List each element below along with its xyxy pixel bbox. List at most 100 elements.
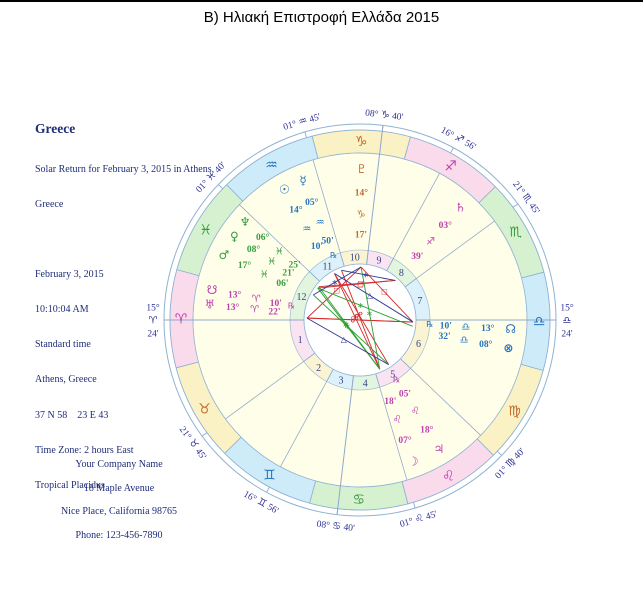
aspect-glyph-opposition: ☍ bbox=[351, 312, 359, 321]
house-number-8: 8 bbox=[399, 268, 404, 279]
aspect-glyph-square: □ bbox=[381, 288, 388, 296]
company-phone: Phone: 123-456-7890 bbox=[75, 529, 163, 541]
aspect-glyph-quincunx: ∗ bbox=[343, 320, 350, 329]
aspect-glyph-trine: △ bbox=[367, 291, 374, 300]
info-line: Solar Return for February 3, 2015 in Ath… bbox=[35, 163, 215, 175]
svg-text:10': 10' bbox=[440, 321, 452, 331]
planet-jupiter: ♃18°♌05'℞ bbox=[393, 375, 444, 455]
sign-aquarius-icon: ♒ bbox=[265, 157, 278, 173]
aspect-mars-jupiter bbox=[313, 294, 389, 365]
planet-sun: ☉14°♒10' bbox=[279, 183, 323, 252]
svg-text:♒: ♒ bbox=[316, 217, 325, 228]
house-number-12: 12 bbox=[297, 292, 307, 303]
sign-cancer-icon: ♋ bbox=[352, 492, 365, 508]
north-node-retrograde-icon: ℞ bbox=[426, 320, 433, 329]
house-number-6: 6 bbox=[416, 339, 421, 350]
house-cusp-lines bbox=[164, 125, 556, 515]
svg-text:15°: 15° bbox=[560, 302, 574, 313]
info-line: 10:10:04 AM bbox=[35, 304, 89, 316]
svg-text:06°: 06° bbox=[256, 232, 270, 243]
svg-text:♈: ♈ bbox=[252, 294, 261, 305]
planet-mercury: ☿ 05° ♒ 50' ℞ bbox=[299, 173, 337, 260]
svg-text:♎: ♎ bbox=[460, 335, 469, 346]
cusp-label-11: 01° ♒ 45' bbox=[282, 111, 322, 132]
svg-text:08°: 08° bbox=[247, 244, 261, 255]
planet-venus: ♀ 08° ♓ 21' bbox=[230, 229, 295, 278]
sign-taurus-icon: ♉ bbox=[198, 401, 211, 417]
cusp-line-12 bbox=[239, 204, 320, 282]
svg-text:14°: 14° bbox=[355, 187, 369, 198]
jupiter-icon: ♃ bbox=[433, 442, 444, 456]
aspect-glyph-quincunx: ∗ bbox=[344, 322, 351, 331]
sign-gemini-icon: ♊ bbox=[263, 467, 276, 483]
cusp-label-10: 08° ♑ 40' bbox=[365, 108, 405, 123]
info-line: Athens, Greece bbox=[35, 374, 97, 386]
chart-subject-name: Greece bbox=[35, 121, 76, 137]
sign-virgo-icon: ♍ bbox=[508, 403, 521, 419]
cusp-line-10 bbox=[366, 125, 384, 265]
chart-info-block: Greece Solar Return for February 3, 2015… bbox=[35, 99, 214, 515]
cusp-line-6 bbox=[400, 358, 481, 436]
saturn-icon: ♄ bbox=[455, 201, 466, 215]
cusp-label-1: 15° ♈ 24' bbox=[146, 302, 160, 339]
mercury-icon: ☿ bbox=[299, 173, 306, 187]
sun-icon: ☉ bbox=[279, 183, 290, 197]
svg-text:♈: ♈ bbox=[250, 305, 259, 316]
svg-text:♑: ♑ bbox=[357, 210, 366, 221]
svg-text:♌: ♌ bbox=[411, 406, 420, 417]
house-number-10: 10 bbox=[350, 253, 360, 264]
svg-text:♎: ♎ bbox=[563, 316, 572, 327]
planet-uranus: ♅ 13° ♈ 22' bbox=[204, 298, 280, 318]
cusp-line-8 bbox=[404, 220, 495, 288]
mercury-retrograde-icon: ℞ bbox=[330, 251, 337, 260]
house-number-4: 4 bbox=[363, 378, 368, 389]
company-street: 18 Maple Avenue bbox=[83, 482, 155, 494]
sign-pisces-icon: ♓ bbox=[199, 222, 212, 238]
svg-text:06': 06' bbox=[276, 279, 288, 289]
svg-text:♐: ♐ bbox=[426, 236, 435, 247]
svg-text:25': 25' bbox=[289, 260, 301, 270]
house-number-11: 11 bbox=[322, 262, 332, 273]
info-line: 37 N 58 23 E 43 bbox=[35, 409, 109, 421]
svg-text:♓: ♓ bbox=[260, 270, 269, 281]
svg-text:24': 24' bbox=[561, 329, 573, 339]
cusp-label-5: 01° ♌ 45' bbox=[399, 509, 439, 530]
cusp-line-11 bbox=[312, 159, 345, 267]
company-name: Your Company Name bbox=[75, 459, 163, 470]
jupiter-retrograde-icon: ℞ bbox=[393, 375, 400, 384]
pluto-icon: ♇ bbox=[356, 162, 367, 176]
sign-sagittarius-icon: ♐ bbox=[444, 159, 457, 175]
planet-saturn: ♄03° ♐39' bbox=[411, 201, 466, 263]
house-number-9: 9 bbox=[377, 255, 382, 266]
svg-text:05°: 05° bbox=[305, 197, 319, 208]
house-number-5: 5 bbox=[390, 369, 395, 380]
aspect-venus-fortune bbox=[317, 287, 413, 327]
planet-neptune: ♆ 06° ♓ 25' bbox=[240, 215, 301, 270]
sign-boundaries bbox=[176, 136, 544, 504]
aspect-pluto-north-node bbox=[360, 266, 414, 323]
cusp-line-5 bbox=[375, 373, 408, 481]
south-node-retrograde-icon: ℞ bbox=[288, 302, 295, 311]
planet-north-node: ☊ 13° ♎ 10' ℞ bbox=[426, 320, 516, 336]
svg-text:07°: 07° bbox=[398, 435, 412, 446]
cusp-label-7: 15° ♎ 24' bbox=[560, 302, 574, 339]
planet-south-node: ☋ 13° ♈ 10' ℞ bbox=[207, 283, 295, 311]
aspect-saturn-venus bbox=[317, 280, 396, 289]
aspect-glyph-quincunx: ∗ bbox=[357, 301, 364, 310]
north-node-icon: ☊ bbox=[505, 322, 516, 336]
svg-text:10': 10' bbox=[311, 242, 323, 252]
fortune-icon: ⊗ bbox=[503, 341, 513, 355]
planet-labels: ♇14°♑17'☿05°♒50'℞☉14°♒10'♆06°♓25'♀08°♓21… bbox=[204, 162, 516, 468]
cusp-line-2 bbox=[225, 352, 316, 420]
aspect-south-node-north-node bbox=[307, 317, 413, 323]
planet-fortune: ⊗ 08° ♎ 32' bbox=[438, 332, 513, 355]
aspect-mars-pluto bbox=[313, 266, 362, 296]
svg-text:10': 10' bbox=[270, 299, 282, 309]
aspect-glyph-sextile: ∗ bbox=[331, 278, 338, 287]
house-number-2: 2 bbox=[316, 363, 321, 374]
aspect-sun-north-node bbox=[334, 273, 414, 323]
svg-text:18': 18' bbox=[384, 397, 396, 407]
